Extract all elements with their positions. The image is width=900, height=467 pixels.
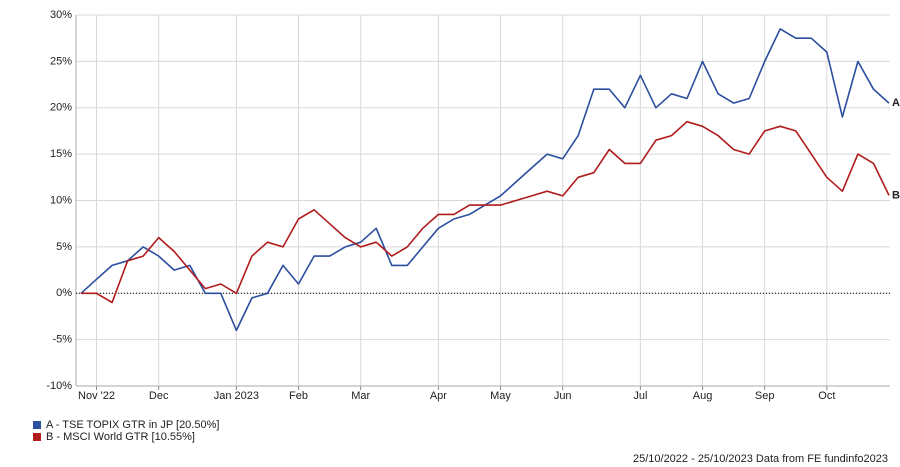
x-tick-label: Feb: [289, 390, 308, 402]
y-tick-label: 15%: [50, 148, 72, 160]
y-tick-label: -10%: [46, 380, 72, 392]
end-label: A: [892, 97, 900, 109]
y-tick-label: -5%: [52, 334, 72, 346]
x-tick-label: Mar: [351, 390, 370, 402]
y-tick-label: 5%: [56, 241, 72, 253]
footer: 25/10/2022 - 25/10/2023 Data from FE fun…: [633, 453, 888, 465]
series-line: [81, 120, 890, 304]
y-tick-label: 20%: [50, 102, 72, 114]
x-tick-label: Dec: [149, 390, 169, 402]
x-tick-label: Aug: [693, 390, 713, 402]
legend-swatch: [33, 433, 41, 441]
y-tick-label: 25%: [50, 55, 72, 67]
x-tick-label: Jun: [554, 390, 572, 402]
y-tick-label: 30%: [50, 9, 72, 21]
y-tick-label: 0%: [56, 287, 72, 299]
x-tick-label: Oct: [818, 390, 835, 402]
x-tick-label: Jan 2023: [214, 390, 259, 402]
y-tick-label: 10%: [50, 194, 72, 206]
x-tick-label: Nov '22: [78, 390, 115, 402]
legend-label: B - MSCI World GTR [10.55%]: [46, 431, 195, 443]
legend-swatch: [33, 421, 41, 429]
x-tick-label: May: [490, 390, 511, 402]
end-label: B: [892, 189, 900, 201]
x-tick-label: Apr: [430, 390, 447, 402]
legend-label: A - TSE TOPIX GTR in JP [20.50%]: [46, 419, 219, 431]
x-tick-label: Jul: [633, 390, 647, 402]
x-tick-label: Sep: [755, 390, 775, 402]
